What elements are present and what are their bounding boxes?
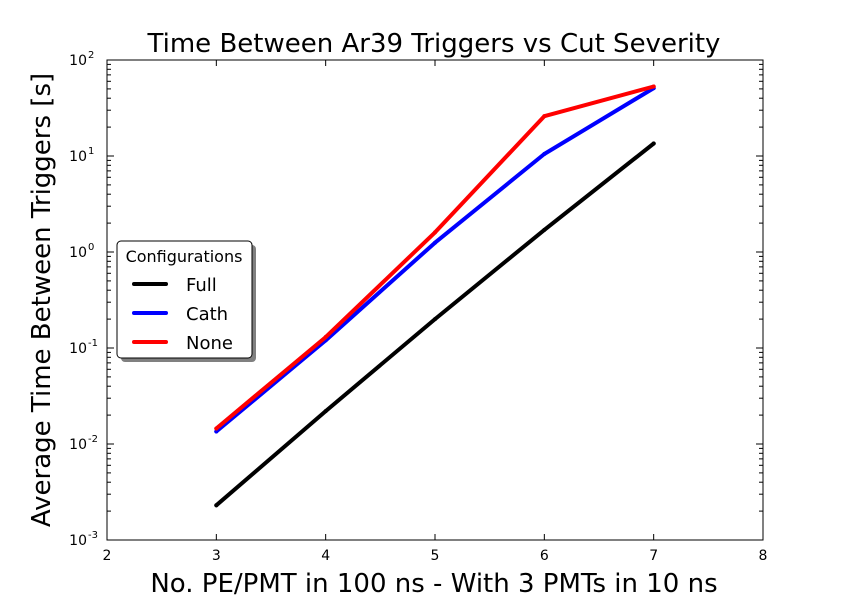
data-point-cath xyxy=(542,151,547,156)
data-point-none xyxy=(214,426,219,431)
x-tick-label: 4 xyxy=(321,548,330,564)
y-tick-label-exponent: -1 xyxy=(88,338,98,349)
y-tick-label-base: 10 xyxy=(69,533,87,549)
y-tick-label-exponent: 1 xyxy=(88,146,94,157)
x-tick-label: 7 xyxy=(649,548,658,564)
x-axis-label: No. PE/PMT in 100 ns - With 3 PMTs in 10… xyxy=(150,569,717,599)
legend-box xyxy=(116,240,253,359)
y-tick-label-exponent: 2 xyxy=(88,50,94,61)
legend-label-full: Full xyxy=(186,275,217,296)
data-point-full xyxy=(214,503,219,508)
legend-label-cath: Cath xyxy=(186,304,228,325)
data-point-none xyxy=(542,114,547,119)
x-tick-label: 6 xyxy=(540,548,549,564)
y-axis-label: Average Time Between Triggers [s] xyxy=(27,73,57,527)
x-tick-label: 8 xyxy=(759,548,768,564)
data-point-none xyxy=(651,84,656,89)
x-tick-label: 2 xyxy=(103,548,112,564)
data-point-full xyxy=(542,227,547,232)
x-tick-label: 5 xyxy=(431,548,440,564)
legend-label-none: None xyxy=(186,333,233,354)
data-point-cath xyxy=(214,429,219,434)
data-point-full xyxy=(651,141,656,146)
data-point-full xyxy=(433,317,437,322)
data-point-none xyxy=(433,230,437,235)
legend: Configurations Full Cath None xyxy=(116,240,256,362)
y-tick-label-base: 10 xyxy=(69,245,87,261)
x-tick-label: 3 xyxy=(212,548,221,564)
legend-title: Configurations xyxy=(126,247,243,266)
y-tick-label-base: 10 xyxy=(69,437,87,453)
y-tick-label-base: 10 xyxy=(69,341,87,357)
data-point-none xyxy=(323,335,328,340)
data-point-full xyxy=(323,409,328,414)
series-layer xyxy=(214,84,656,508)
y-tick-label-exponent: -3 xyxy=(88,530,98,541)
y-tick-label-base: 10 xyxy=(69,149,87,165)
y-tick-label-exponent: 0 xyxy=(88,242,94,253)
y-tick-label-exponent: -2 xyxy=(88,434,98,445)
chart-title: Time Between Ar39 Triggers vs Cut Severi… xyxy=(147,29,721,59)
data-point-cath xyxy=(433,240,437,245)
y-tick-label-base: 10 xyxy=(69,53,87,69)
